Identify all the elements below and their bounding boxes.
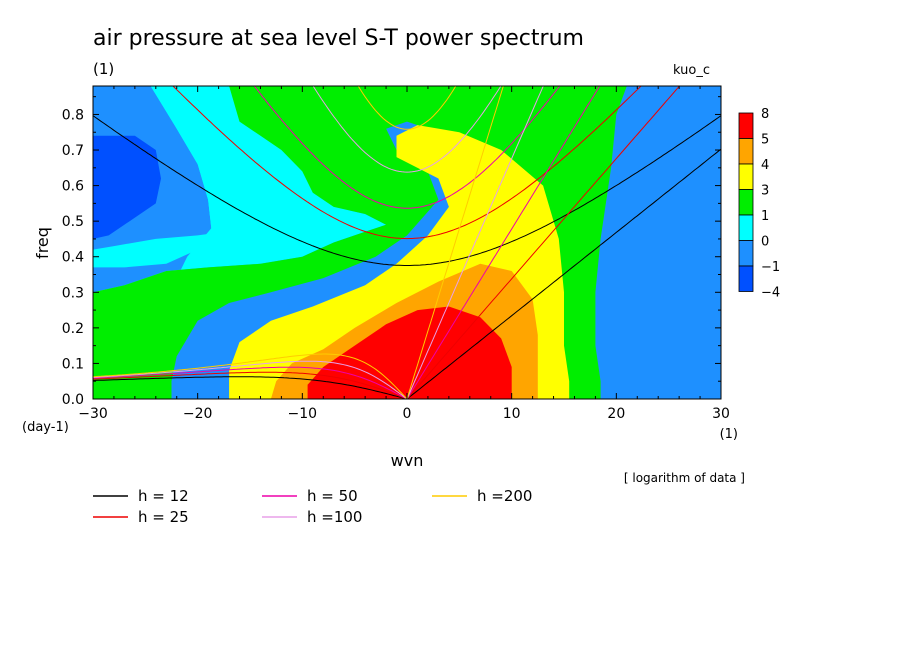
x-unit-left: (day-1) [22,420,69,435]
chart-title: air pressure at sea level S-T power spec… [93,26,584,51]
contour-region-7 [307,306,512,399]
curve-h25-kelvin [406,86,681,399]
y-tick-label: 0.6 [62,179,84,195]
curve-h25-rossby [93,371,408,399]
curve-h100-rossby [93,360,408,399]
x-tick-label: 10 [503,406,521,422]
y-tick-label: 0.5 [62,214,84,230]
colorbar-label: 5 [761,133,769,148]
colorbar-swatch [738,265,754,292]
x-tick-label: 0 [403,406,412,422]
x-tick-label: −20 [183,406,213,422]
colorbar-label: 1 [761,209,769,224]
legend-label: h = 50 [307,487,358,505]
curve-h100-gravity [312,86,502,173]
colorbar-swatch [738,112,754,139]
y-tick-label: 0.1 [62,356,84,372]
colorbar-swatch [738,214,754,241]
curve-h25-gravity [172,86,642,240]
colorbar-label: 8 [761,107,769,122]
legend-label: h = 25 [138,508,189,526]
contour-fill-layer [93,86,627,399]
x-tick-label: −10 [288,406,318,422]
colorbar-label: 0 [761,235,769,250]
dispersion-curves-layer [93,86,721,399]
axes: −30 −20 −10 0 10 20 30 0.0 0.1 0.2 0.3 0.4 0.5 0.6 0.7… [62,86,730,422]
colorbar-label: −4 [761,286,780,301]
colorbar-swatch [738,163,754,190]
log-note: [ logarithm of data ] [624,471,745,485]
y-unit-label: (1) [93,60,114,78]
curve-h50-kelvin [406,86,601,399]
x-unit-right: (1) [720,427,738,442]
model-label: kuo_c [673,63,710,78]
legend: h = 12 h = 50 h =200 h = 25 h =100 [93,487,532,526]
curve-h200-kelvin [406,86,504,399]
colorbar-swatch [738,189,754,216]
curve-h50-rossby [93,366,408,399]
contour-region-3 [93,86,387,399]
colorbar-swatch [738,240,754,267]
legend-label: h =100 [307,508,362,526]
x-axis-label: wvn [391,451,424,470]
contour-region-1 [93,135,161,239]
colorbar-label: −1 [761,260,780,275]
y-tick-label: 0.4 [62,250,84,266]
y-tick-label: 0.8 [62,107,84,123]
y-tick-label: 0.0 [62,392,84,408]
x-tick-label: −30 [78,406,108,422]
colorbar-swatch [738,138,754,165]
curve-h50-gravity [253,86,561,209]
curve-h12-rossby [93,376,408,399]
curve-h12-kelvin [406,148,721,399]
x-tick-label: 30 [712,406,730,422]
y-tick-label: 0.2 [62,321,84,337]
y-axis-label: freq [33,227,52,259]
legend-label: h =200 [477,487,532,505]
legend-label: h = 12 [138,487,189,505]
curve-h200-gravity [357,86,457,130]
colorbar-label: 4 [761,158,769,173]
x-tick-label: 20 [607,406,625,422]
y-tick-label: 0.3 [62,285,84,301]
curve-h100-kelvin [406,86,544,399]
curve-h200-rossby [93,353,408,399]
colorbar: 8 5 4 3 1 0 −1 −4 [738,107,780,301]
curve-h12-gravity [93,115,721,266]
y-tick-label: 0.7 [62,143,84,159]
colorbar-label: 3 [761,184,769,199]
